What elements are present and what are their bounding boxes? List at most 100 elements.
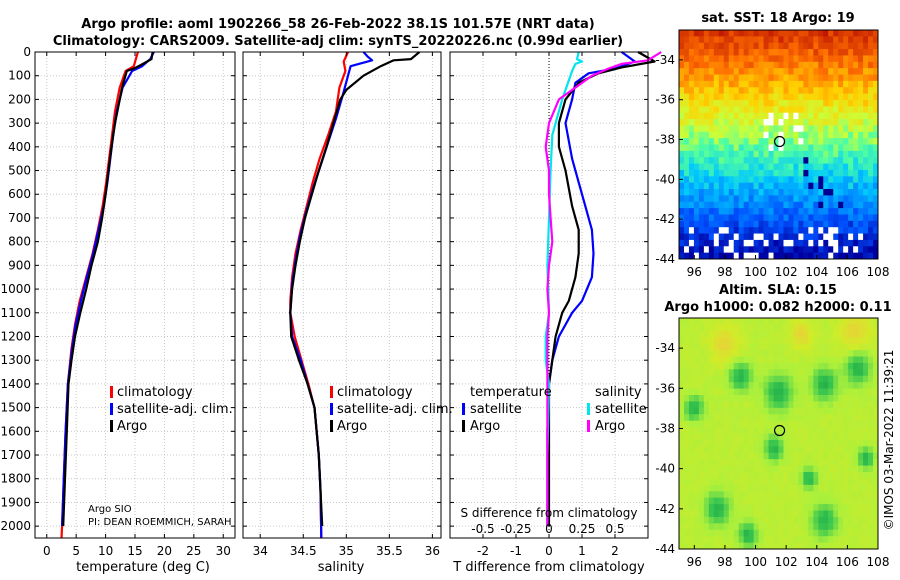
map-cell [693, 49, 700, 56]
map-cell [828, 49, 834, 56]
map-cell [843, 369, 849, 377]
map-cell [758, 131, 764, 139]
map-cell [758, 93, 764, 101]
map-cell [753, 68, 760, 75]
map-cell [683, 516, 690, 524]
map-cell [748, 459, 755, 466]
map-cell [808, 350, 814, 357]
map-cell [813, 446, 819, 454]
map-cell [788, 318, 794, 325]
map-cell [818, 465, 824, 473]
map-cell [868, 55, 874, 63]
map-cell [818, 195, 824, 203]
map-cell [838, 510, 844, 518]
map-cell [783, 30, 789, 37]
map-cell [853, 446, 859, 454]
map-cell [683, 36, 690, 44]
map-cell [823, 459, 829, 466]
map-cell [679, 74, 685, 82]
map-cell [693, 246, 700, 254]
map-cell [778, 395, 784, 402]
map-cell [768, 169, 774, 177]
map-cell [833, 150, 839, 158]
map-cell [873, 87, 879, 95]
map-cell [853, 459, 859, 466]
map-cell [768, 388, 774, 396]
map-cell [873, 395, 879, 402]
map-cell [753, 239, 760, 247]
map-cell [808, 163, 814, 171]
map-cell [753, 49, 760, 56]
map-cell [748, 369, 755, 377]
map-cell [713, 106, 720, 114]
map-cell [743, 195, 750, 203]
map-cell [848, 523, 854, 531]
map-cell [833, 220, 839, 228]
map-cell [723, 388, 730, 396]
map-cell [718, 233, 725, 241]
series-line-argo [62, 51, 154, 527]
map-cell [748, 484, 755, 492]
map-cell [788, 324, 794, 332]
map-cell [703, 446, 710, 454]
map-cell [748, 478, 755, 486]
map-cell [753, 350, 760, 357]
map-cell [743, 382, 750, 389]
map-cell [728, 36, 735, 44]
map-cell [728, 55, 735, 63]
map-cell [738, 208, 745, 215]
map-cell [728, 150, 735, 158]
map-cell [693, 478, 700, 486]
map-cell [838, 87, 844, 95]
map-cell [718, 542, 725, 550]
map-cell [828, 356, 834, 364]
map-cell [873, 324, 879, 332]
map-cell [843, 182, 849, 190]
map-cell [788, 362, 794, 370]
map-cell [748, 214, 755, 222]
map-cell [848, 414, 854, 422]
map-cell [788, 246, 794, 254]
map-cell [828, 343, 834, 351]
map-cell [763, 414, 769, 422]
map-cell [848, 472, 854, 479]
map-cell [703, 529, 710, 537]
map-cell [843, 144, 849, 152]
map-cell [813, 55, 819, 63]
map-cell [698, 343, 705, 351]
map-cell [738, 68, 745, 75]
map-cell [743, 189, 750, 196]
map-cell [713, 350, 720, 357]
difference-xlabel: T difference from climatology [452, 560, 645, 575]
map-cell [713, 382, 720, 389]
map-cell [688, 439, 695, 447]
map-cell [818, 459, 824, 466]
map-cell [808, 472, 814, 479]
map-cell [728, 138, 735, 145]
sal-legend-satellite: satellite-adj. clim. [337, 402, 453, 417]
map-cell [723, 112, 730, 120]
map-cell [858, 459, 864, 466]
map-cell [688, 356, 695, 364]
map-cell [683, 478, 690, 486]
map-cell [823, 112, 829, 120]
map-cell [768, 529, 774, 537]
map-cell [773, 252, 779, 260]
map-cell [868, 452, 874, 460]
map-cell [808, 246, 814, 254]
map-cell [753, 182, 760, 190]
map-cell [793, 150, 799, 158]
map-cell [758, 356, 764, 364]
map-cell [838, 220, 844, 228]
map-cell [733, 491, 740, 499]
map-cell [783, 504, 789, 511]
map-cell [788, 74, 794, 82]
map-cell [773, 478, 779, 486]
map-cell [798, 208, 804, 215]
map-cell [803, 414, 809, 422]
map-cell [823, 176, 829, 184]
map-cell [843, 472, 849, 479]
map-cell [679, 131, 685, 139]
map-cell [778, 163, 784, 171]
map-cell [823, 472, 829, 479]
